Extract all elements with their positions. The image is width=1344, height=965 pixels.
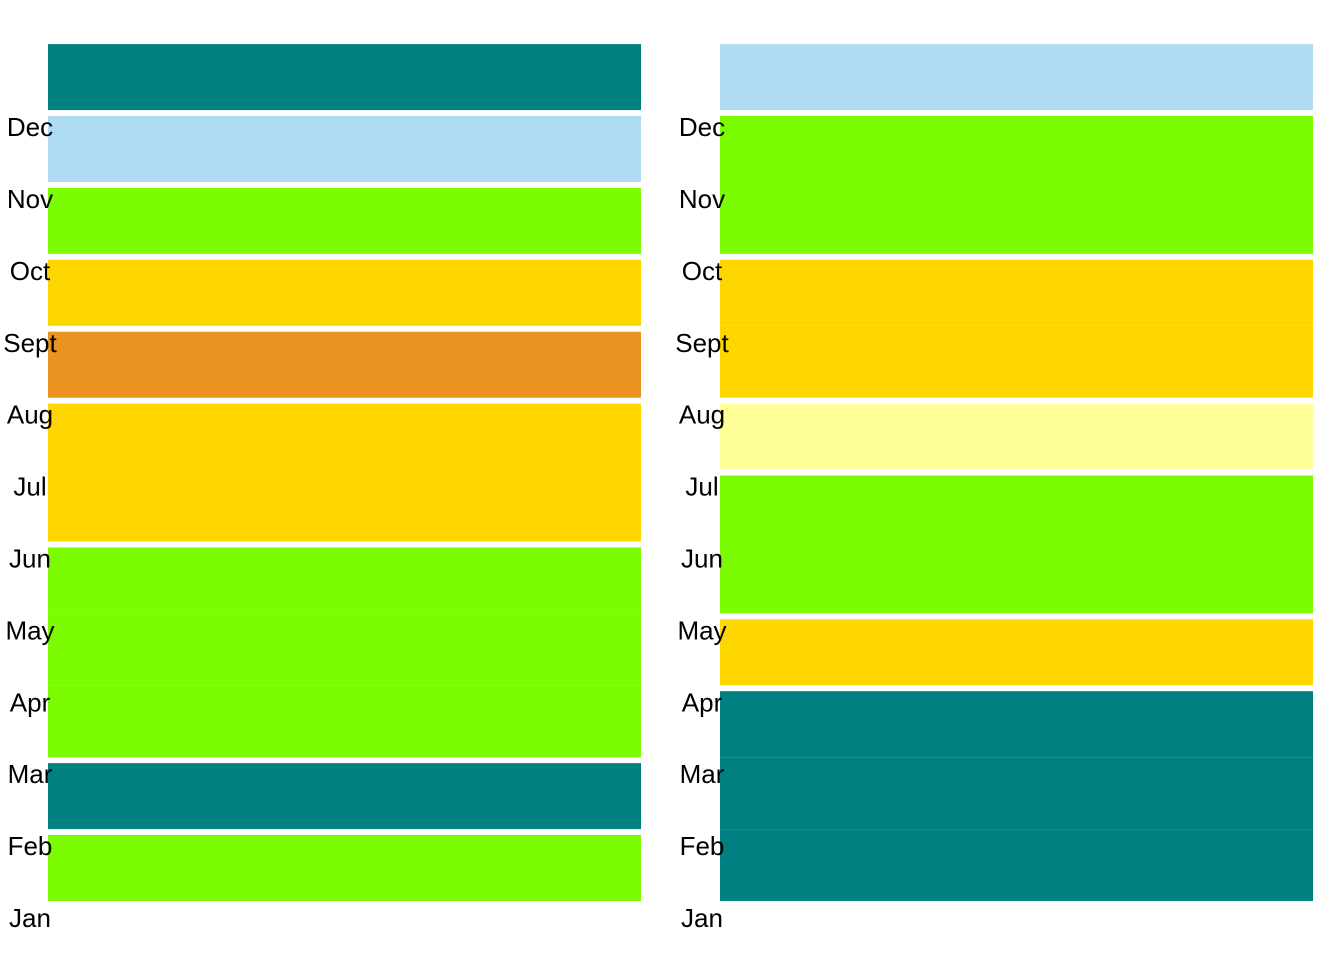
month-label-may: May (5, 615, 54, 645)
month-label-feb: Feb (680, 831, 725, 861)
band-2-7 (720, 403, 1313, 470)
band-1-9 (48, 259, 641, 326)
band-1-7 (48, 403, 641, 470)
band-1-5 (48, 547, 641, 614)
month-label-dec: Dec (679, 112, 725, 142)
month-label-jan: Jan (9, 903, 51, 933)
band-2-1 (720, 829, 1313, 901)
band-2-5 (720, 541, 1313, 614)
month-label-jun: Jun (9, 544, 51, 574)
band-2-4 (720, 619, 1313, 686)
band-1-10 (48, 187, 641, 254)
band-2-3 (720, 691, 1313, 758)
month-label-jun: Jun (681, 544, 723, 574)
band-2-12 (720, 44, 1313, 111)
band-2-2 (720, 757, 1313, 830)
chart-panel-2: Jan Feb Mar Apr May Jun Jul Aug Sept Oct Nov Dec (675, 44, 1313, 933)
month-label-nov: Nov (679, 184, 725, 214)
month-label-sept: Sept (3, 328, 57, 358)
band-1-2 (48, 763, 641, 830)
band-1-4 (48, 613, 641, 686)
month-label-sept: Sept (675, 328, 729, 358)
band-2-10 (720, 182, 1313, 254)
band-1-1 (48, 835, 641, 901)
month-label-dec: Dec (7, 112, 53, 142)
band-2-8 (720, 325, 1313, 398)
band-1-3 (48, 685, 641, 758)
month-label-jan: Jan (681, 903, 723, 933)
month-label-feb: Feb (8, 831, 53, 861)
band-2-9 (720, 259, 1313, 326)
band-2-11 (720, 116, 1313, 182)
band-1-6 (48, 469, 641, 542)
month-label-oct: Oct (10, 256, 51, 286)
month-label-nov: Nov (7, 184, 53, 214)
band-1-8 (48, 331, 641, 398)
month-label-jul: Jul (13, 472, 46, 502)
month-label-mar: Mar (680, 759, 725, 789)
month-label-aug: Aug (7, 400, 53, 430)
band-2-6 (720, 475, 1313, 542)
month-label-mar: Mar (8, 759, 53, 789)
band-1-11 (48, 116, 641, 182)
chart-panel-1: Jan Feb Mar Apr May Jun Jul Aug Sept Oct Nov Dec (3, 44, 641, 933)
band-1-12 (48, 44, 641, 111)
month-label-apr: Apr (10, 687, 51, 717)
month-label-aug: Aug (679, 400, 725, 430)
month-label-apr: Apr (682, 687, 723, 717)
month-label-jul: Jul (685, 472, 718, 502)
month-label-may: May (677, 615, 726, 645)
month-label-oct: Oct (682, 256, 723, 286)
